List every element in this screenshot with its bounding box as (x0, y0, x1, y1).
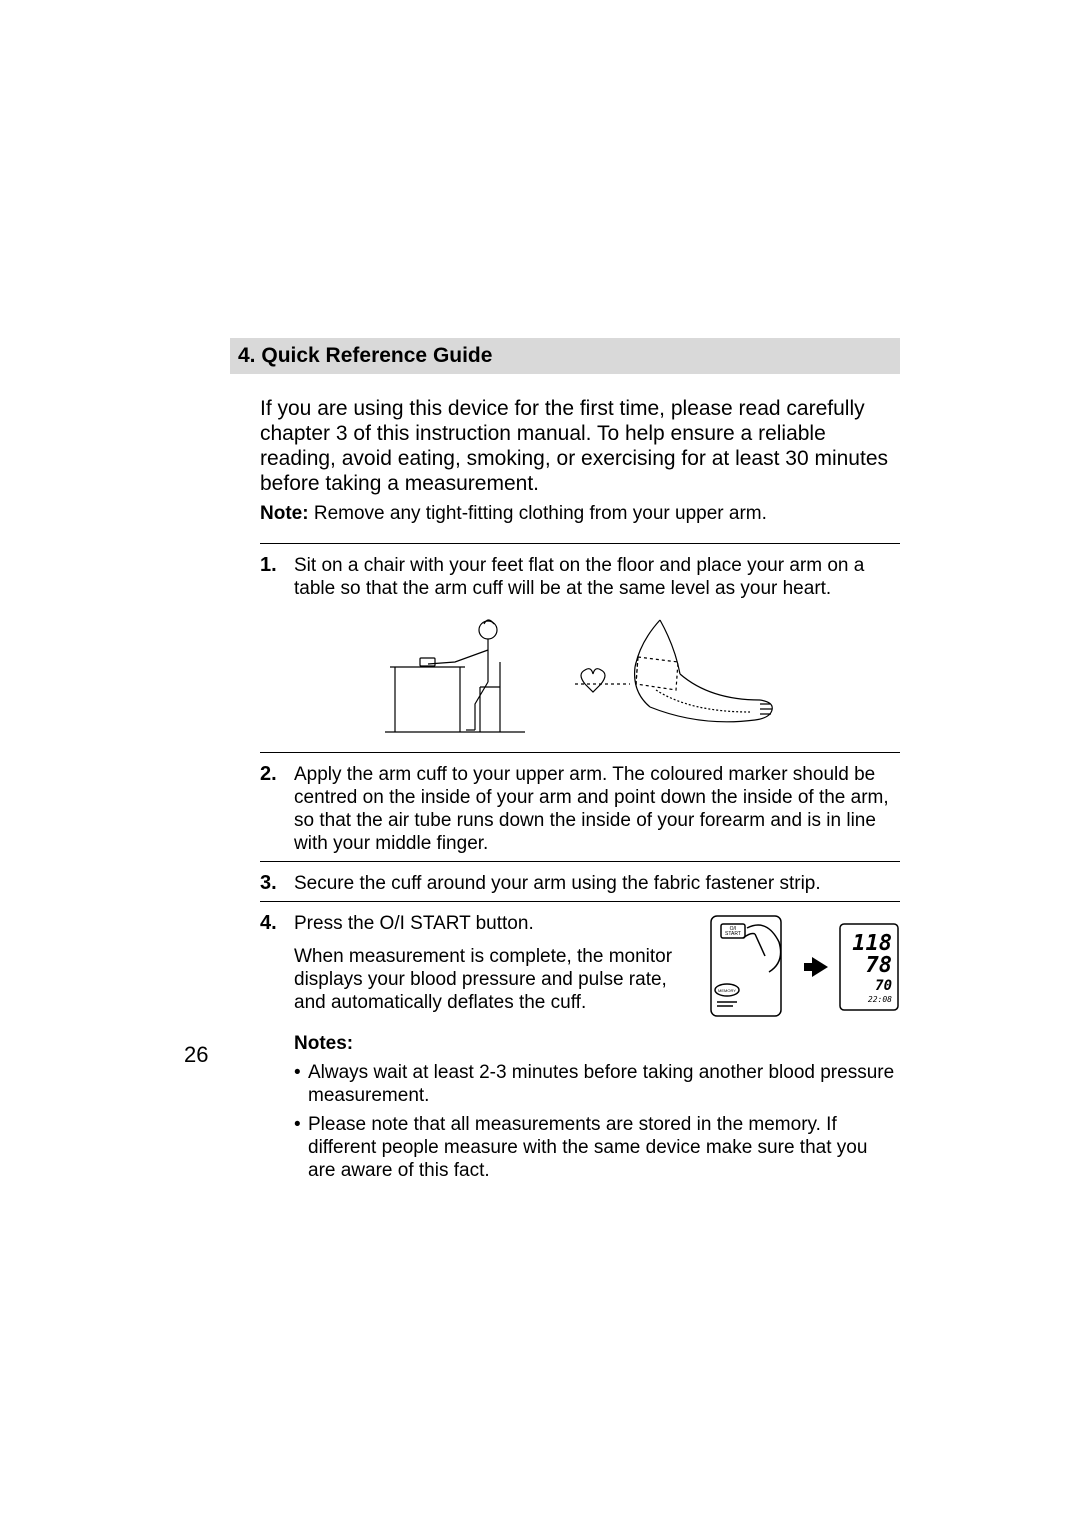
intro-paragraph: If you are using this device for the fir… (230, 396, 900, 496)
arm-cuff-figure-icon (560, 612, 780, 742)
device-figure-icon: O/I START MEMORY (707, 912, 802, 1022)
step-3: 3. Secure the cuff around your arm using… (260, 861, 900, 901)
steps-list: 1. Sit on a chair with your feet flat on… (230, 543, 900, 1194)
step-1: 1. Sit on a chair with your feet flat on… (260, 543, 900, 752)
step-1-number: 1. (260, 554, 294, 600)
step-2: 2. Apply the arm cuff to your upper arm.… (260, 752, 900, 861)
note-bullet-1: Always wait at least 2-3 minutes before … (294, 1061, 900, 1107)
note-bullet-2: Please note that all measurements are st… (294, 1113, 900, 1182)
step-1-figures (260, 612, 900, 742)
step-4: 4. Press the O/I START button. When meas… (260, 901, 900, 1194)
manual-page: 4. Quick Reference Guide If you are usin… (0, 0, 1080, 1528)
notes-label: Notes: (294, 1032, 900, 1055)
note-text: Remove any tight-fitting clothing from y… (314, 503, 767, 524)
svg-text:MEMORY: MEMORY (718, 988, 736, 993)
step-4-line1: Press the O/I START button. (294, 912, 687, 935)
step-2-text: Apply the arm cuff to your upper arm. Th… (294, 763, 900, 855)
note-line: Note: Remove any tight-fitting clothing … (230, 502, 900, 525)
step-4-figures: O/I START MEMORY (707, 912, 900, 1022)
step-4-notes: Notes: Always wait at least 2-3 minutes … (294, 1032, 900, 1182)
svg-text:70: 70 (875, 978, 892, 994)
section-heading: 4. Quick Reference Guide (230, 338, 900, 374)
step-4-line2: When measurement is complete, the monito… (294, 945, 687, 1014)
note-label: Note: (260, 503, 309, 524)
svg-text:START: START (725, 931, 741, 937)
step-3-number: 3. (260, 872, 294, 895)
section-number: 4. (238, 344, 256, 367)
step-3-text: Secure the cuff around your arm using th… (294, 872, 900, 895)
step-2-number: 2. (260, 763, 294, 855)
step-1-text: Sit on a chair with your feet flat on th… (294, 554, 900, 600)
arrow-right-icon (812, 957, 828, 977)
step-4-number: 4. (260, 912, 294, 1188)
lcd-display-figure-icon: 118 78 70 22:08 (838, 922, 900, 1012)
page-number: 26 (184, 1042, 208, 1068)
sitting-figure-icon (380, 612, 530, 742)
section-title: Quick Reference Guide (261, 344, 492, 367)
svg-text:78: 78 (866, 953, 893, 978)
svg-text:22:08: 22:08 (868, 995, 892, 1004)
